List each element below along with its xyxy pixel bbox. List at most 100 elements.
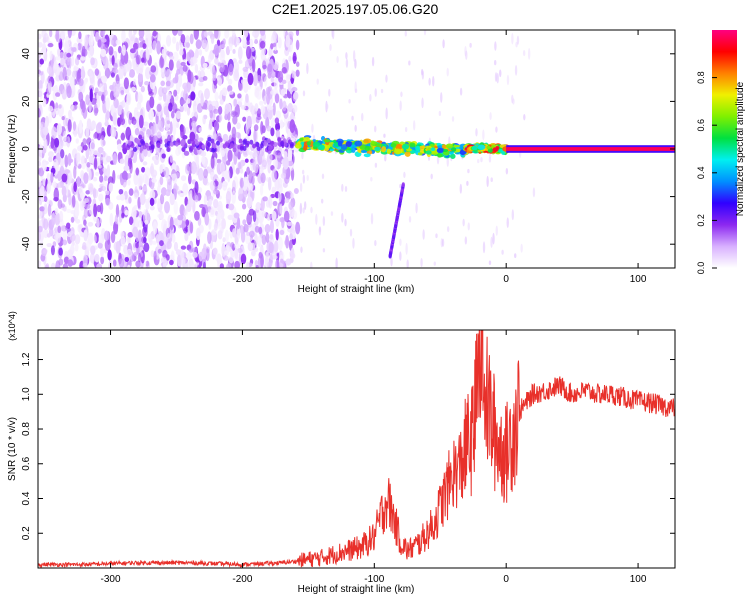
spectrogram-cell (144, 133, 149, 146)
spectrogram-cell (250, 250, 256, 257)
spectrogram-cell (72, 121, 77, 131)
spectrogram-cell (43, 195, 48, 203)
spectrogram-cell (459, 87, 463, 96)
spectrogram-cell (92, 176, 98, 182)
spectrogram-cell (301, 169, 305, 175)
spectrogram-cell (96, 98, 101, 109)
spectrogram-cell (254, 233, 258, 246)
y-tick-label: 0.6 (21, 456, 32, 470)
spectrogram-cell (177, 214, 184, 221)
y-tick-label: 1.2 (21, 352, 32, 366)
spectrogram-cell (488, 152, 492, 159)
spectrogram-cell (490, 236, 493, 248)
spectrogram-cell (113, 68, 119, 74)
spectrogram-cell (408, 216, 412, 223)
spectrogram-cell (233, 248, 240, 260)
spectrogram-cell (231, 126, 237, 139)
spectrogram-cell (279, 119, 284, 130)
spectrogram-cell (440, 92, 443, 103)
spectrogram-cell (60, 148, 65, 159)
spectrogram-cell (532, 187, 536, 198)
spectrogram-cell (71, 56, 75, 67)
spectrogram-cell (184, 196, 189, 207)
spectrogram-cell (219, 263, 225, 268)
spectrogram-cell (84, 34, 89, 48)
spectrogram-cell (232, 115, 238, 125)
spectrogram-cell (102, 150, 106, 158)
spectrogram-cell (276, 152, 283, 163)
spectrogram-cell (78, 31, 82, 40)
spectrogram-cell (282, 156, 289, 170)
spectrogram-cell (315, 213, 318, 225)
spectrogram-cell (261, 46, 266, 56)
spectrogram-cell (198, 251, 203, 262)
spectrogram-cell (138, 114, 144, 129)
colorbar-tick-label: 0.2 (696, 214, 706, 227)
spectrogram-cell (138, 134, 143, 140)
spectrogram-cell (90, 30, 95, 38)
spectrogram-cell (370, 140, 375, 145)
spectrogram-cell (425, 150, 432, 155)
spectrogram-cell (113, 221, 119, 235)
spectrogram-cell (39, 88, 43, 100)
spectrogram-cell (269, 219, 274, 234)
spectrogram-cell (166, 240, 172, 250)
spectrogram-cell (183, 150, 190, 156)
spectrogram-cell (113, 97, 119, 109)
spectrogram-cell (174, 141, 179, 147)
spectrogram-cell (184, 232, 189, 242)
spectrogram-cell (147, 33, 152, 48)
spectrogram-cell (237, 93, 242, 99)
spectrogram-cell (102, 167, 107, 173)
spectrogram-cell (403, 171, 406, 179)
y-tick-label: -20 (21, 189, 32, 204)
spectrogram-cell (249, 230, 255, 238)
spectrogram-cell (87, 182, 94, 192)
spectrogram-cell (304, 136, 310, 143)
spectrogram-cell (277, 137, 282, 143)
spectrogram-cell (251, 31, 256, 37)
spectrogram-cell (108, 46, 114, 56)
spectrogram-cell (66, 68, 72, 82)
spectrogram-cell (421, 70, 425, 80)
spectrogram-cell (511, 33, 514, 45)
spectrogram-cell (261, 210, 267, 218)
spectrogram-cell (345, 141, 352, 147)
spectrogram-cell (158, 56, 165, 69)
spectrogram-cell (127, 172, 132, 179)
spectrogram-cell (441, 238, 445, 247)
spectrogram-cell (63, 130, 67, 142)
spectrogram-cell (38, 41, 43, 48)
spectrogram-cell (417, 152, 423, 156)
spectrogram-cell (89, 88, 93, 103)
spectrogram-cell (133, 192, 139, 200)
spectrogram-cell (42, 161, 47, 172)
spectrogram-cell (82, 138, 87, 147)
spectrogram-cell (152, 30, 158, 37)
spectrogram-cell (344, 185, 348, 193)
spectrogram-cell (159, 240, 164, 247)
spectrogram-cell (83, 172, 89, 184)
spectrogram-cell (49, 50, 53, 61)
spectrogram-cell (352, 50, 356, 62)
spectrogram-cell (239, 145, 244, 151)
spectrogram-cell (214, 57, 219, 65)
spectrogram-cell (284, 197, 290, 204)
spectrogram-cell (121, 100, 126, 108)
spectrogram-cell (139, 67, 144, 75)
spectrogram-cell (354, 88, 358, 94)
spectrogram-cell (430, 147, 436, 152)
spectrogram-cell (152, 40, 157, 51)
spectrogram-cell (52, 241, 57, 247)
spectrogram-cell (86, 239, 92, 252)
spectrogram-cell (82, 144, 88, 151)
spectrogram-cell (341, 212, 344, 223)
spectrogram-cell (198, 127, 202, 133)
spectrogram-cell (231, 30, 236, 36)
spectrogram-cell (180, 125, 186, 137)
spectrogram-cell (264, 76, 268, 87)
spectrogram-cell (145, 48, 150, 61)
x-tick-label: -100 (364, 274, 384, 285)
spectrogram-cell (169, 121, 173, 135)
spectrogram-cell (202, 261, 207, 268)
